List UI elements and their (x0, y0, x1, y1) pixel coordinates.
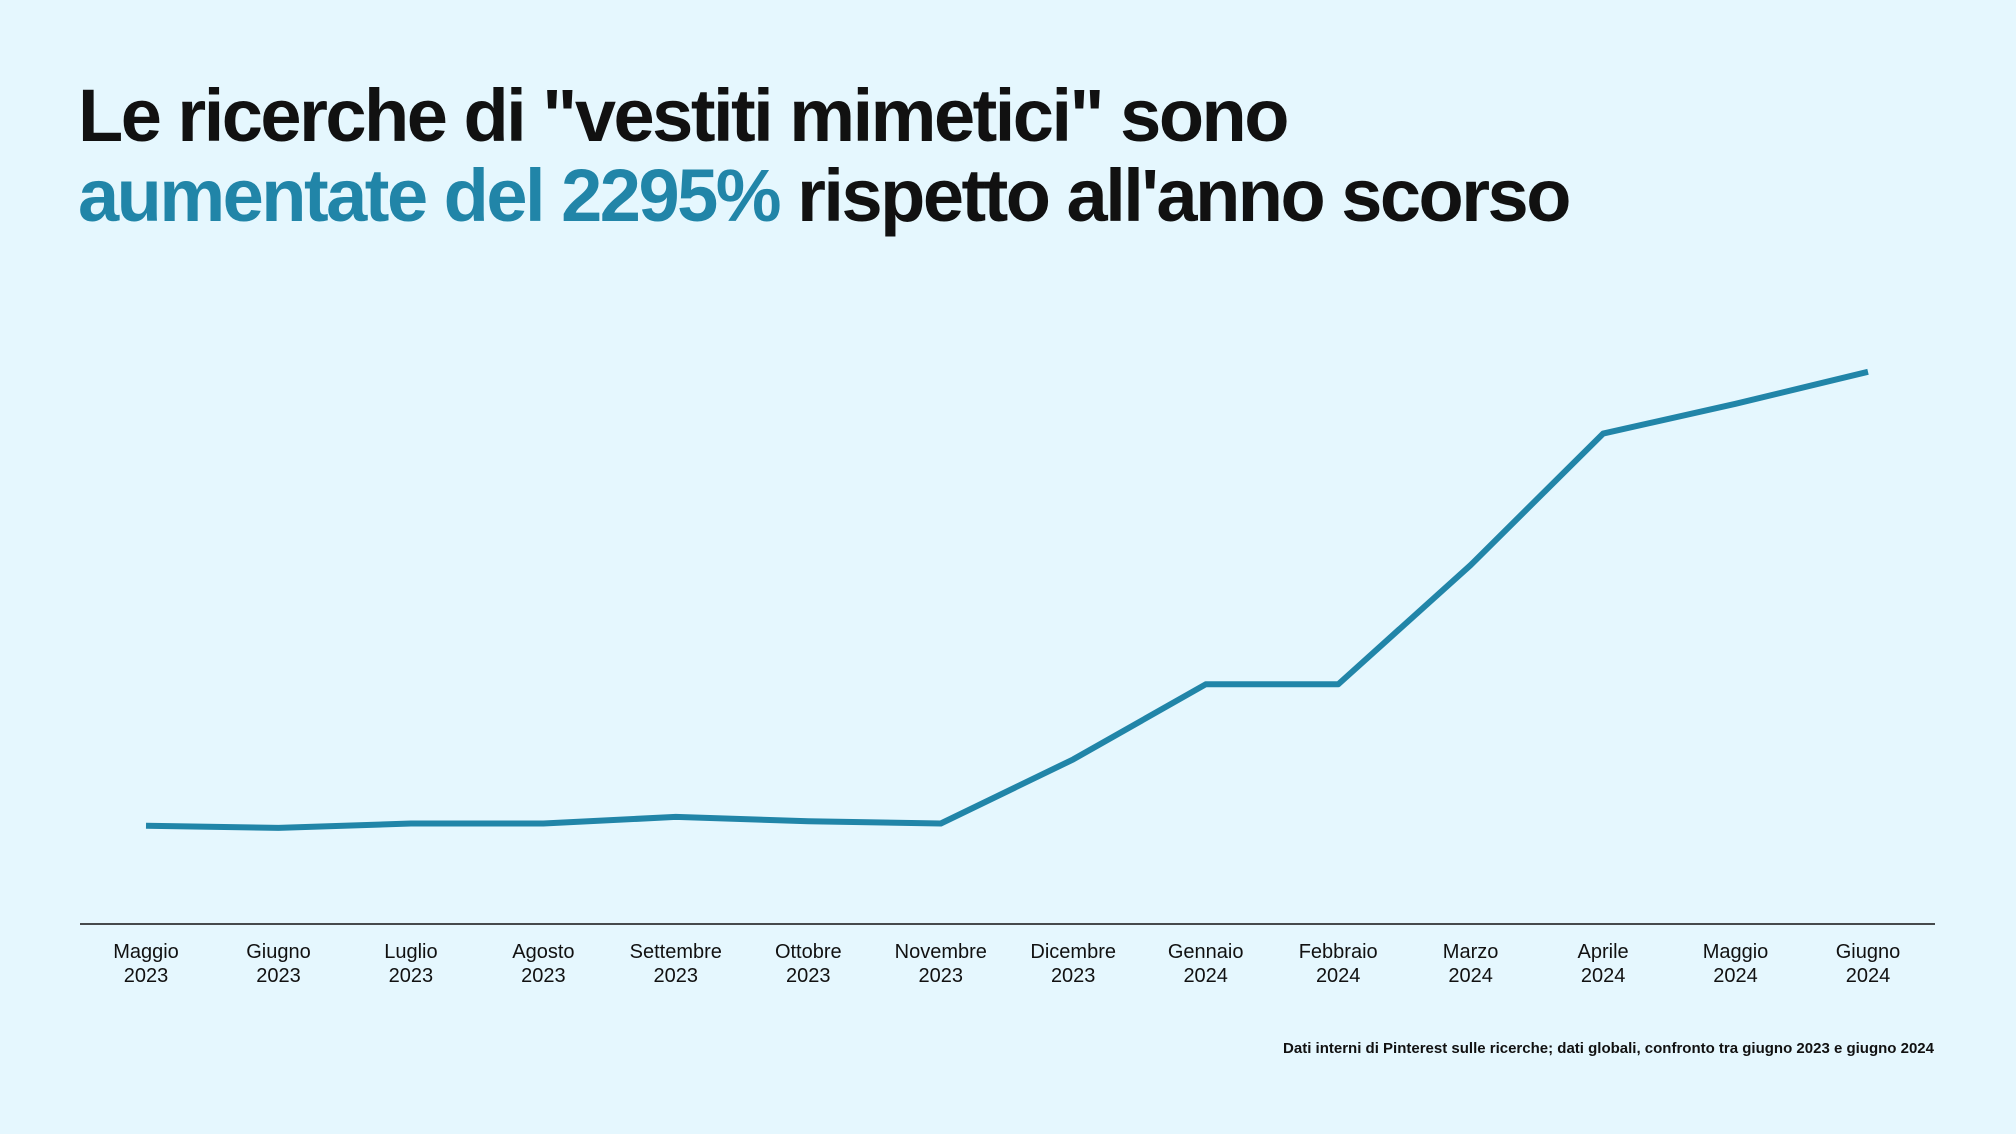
x-tick-month: Gennaio (1168, 941, 1244, 963)
x-tick-label: Maggio 2023 (113, 941, 179, 987)
x-tick-year: 2024 (1713, 965, 1758, 987)
x-tick-month: Maggio (113, 941, 179, 963)
x-tick-month: Novembre (895, 941, 987, 963)
series-layer (145, 368, 1869, 831)
x-tick-year: 2024 (1183, 965, 1228, 987)
x-tick-year: 2024 (1581, 965, 1626, 987)
x-tick-month: Marzo (1443, 941, 1499, 963)
x-tick-label: Luglio 2023 (384, 941, 437, 987)
x-tick-month: Settembre (630, 941, 722, 963)
x-tick-month: Agosto (512, 941, 574, 963)
x-tick-month: Giugno (246, 941, 311, 963)
x-tick-month: Dicembre (1030, 941, 1116, 963)
x-tick-year: 2023 (389, 965, 434, 987)
chart-title: Le ricerche di "vestiti mimetici" sono a… (78, 76, 1928, 236)
x-tick-year: 2023 (786, 965, 831, 987)
source-note: Dati interni di Pinterest sulle ricerche… (1283, 1040, 1934, 1057)
x-tick-label: Gennaio 2024 (1168, 941, 1244, 987)
x-tick-month: Febbraio (1299, 941, 1378, 963)
x-tick-label: Giugno 2024 (1836, 941, 1901, 987)
title-line-2-rest: rispetto all'anno scorso (779, 154, 1571, 237)
x-tick-year: 2024 (1448, 965, 1493, 987)
x-tick-year: 2023 (919, 965, 964, 987)
x-tick-label: Novembre 2023 (895, 941, 987, 987)
title-line-1: Le ricerche di "vestiti mimetici" sono (78, 74, 1289, 157)
x-tick-label: Dicembre 2023 (1030, 941, 1116, 987)
x-tick-year: 2024 (1316, 965, 1361, 987)
x-tick-label: Febbraio 2024 (1299, 941, 1378, 987)
x-tick-label: Marzo 2024 (1443, 941, 1499, 987)
title-highlight: aumentate del 2295% (78, 154, 782, 237)
title-line-2: aumentate del 2295% rispetto all'anno sc… (78, 156, 1928, 236)
x-tick-month: Luglio (384, 941, 437, 963)
x-tick-label: Settembre 2023 (630, 941, 722, 987)
x-tick-year: 2023 (256, 965, 301, 987)
x-tick-month: Aprile (1578, 941, 1629, 963)
x-tick-label: Agosto 2023 (512, 941, 574, 987)
x-tick-month: Ottobre (775, 941, 842, 963)
x-tick-year: 2023 (124, 965, 169, 987)
x-tick-year: 2024 (1846, 965, 1891, 987)
series-line (145, 368, 1869, 831)
x-tick-year: 2023 (654, 965, 699, 987)
x-tick-label: Aprile 2024 (1578, 941, 1629, 987)
x-tick-label: Ottobre 2023 (775, 941, 842, 987)
x-tick-month: Maggio (1703, 941, 1769, 963)
x-tick-month: Giugno (1836, 941, 1901, 963)
x-tick-year: 2023 (521, 965, 566, 987)
x-tick-year: 2023 (1051, 965, 1096, 987)
x-tick-label: Giugno 2023 (246, 941, 311, 987)
x-tick-label: Maggio 2024 (1703, 941, 1769, 987)
